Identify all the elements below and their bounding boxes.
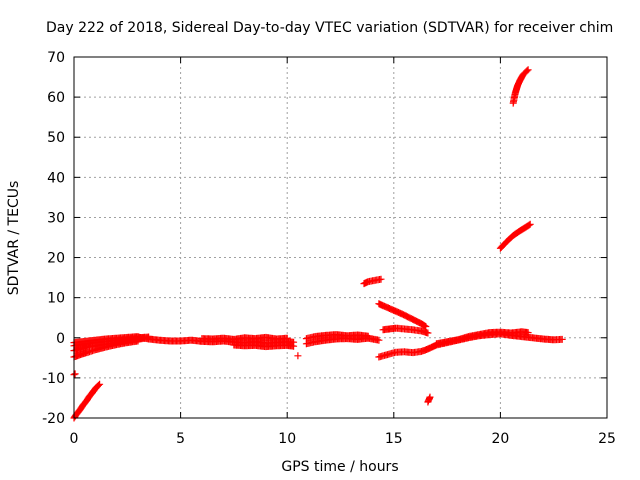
series-16: [424, 393, 434, 406]
series-14: [379, 324, 432, 337]
x-tick-label: 10: [278, 431, 296, 447]
series-12: [360, 275, 385, 288]
series-18-markers: [432, 328, 532, 348]
y-tick-label: -20: [42, 411, 65, 427]
series-0: [70, 380, 104, 422]
y-tick-label: 40: [47, 170, 65, 186]
series-12-markers: [360, 275, 385, 288]
x-tick-label: 20: [491, 431, 509, 447]
series-13-markers: [375, 300, 430, 330]
series-0-markers: [70, 380, 104, 422]
x-tick-label: 0: [70, 431, 79, 447]
series-13: [375, 300, 430, 330]
x-tick-label: 25: [598, 431, 616, 447]
series-16-markers: [424, 393, 434, 406]
series-15: [375, 345, 432, 361]
grid: [74, 57, 607, 418]
y-axis-label: SDTVAR / TECUs: [6, 181, 22, 296]
x-tick-label: 5: [176, 431, 185, 447]
data-points: [70, 66, 566, 422]
y-tick-label: 20: [47, 251, 65, 267]
series-9: [294, 352, 302, 360]
series-1: [70, 370, 79, 379]
plot-frame: [73, 56, 608, 419]
chart-title: Day 222 of 2018, Sidereal Day-to-day VTE…: [46, 20, 613, 36]
series-20-markers: [509, 66, 532, 107]
series-18: [432, 328, 532, 348]
y-tick-label: 50: [47, 130, 65, 146]
series-8: [230, 341, 298, 351]
series-9-markers: [294, 352, 302, 360]
axis-ticks: 0 5 10 15 20 25 -20 -10 0 10 20 30 40 50 60 70: [42, 50, 616, 447]
series-7-markers: [198, 333, 291, 343]
series-19: [496, 220, 534, 252]
series-11-markers: [302, 331, 372, 343]
series-7: [198, 333, 291, 343]
y-tick-label: 70: [47, 50, 65, 66]
series-19-markers: [496, 220, 534, 252]
x-tick-label: 15: [385, 431, 403, 447]
series-1-markers: [70, 370, 79, 379]
x-axis-label: GPS time / hours: [281, 459, 398, 475]
y-tick-label: -10: [42, 371, 65, 387]
series-15-markers: [375, 345, 432, 361]
series-11: [302, 331, 372, 343]
y-tick-label: 30: [47, 210, 65, 226]
y-tick-label: 0: [56, 331, 65, 347]
y-tick-label: 10: [47, 291, 65, 307]
series-8-markers: [230, 341, 298, 351]
series-20: [509, 66, 532, 107]
y-tick-label: 60: [47, 90, 65, 106]
series-14-markers: [379, 324, 432, 337]
